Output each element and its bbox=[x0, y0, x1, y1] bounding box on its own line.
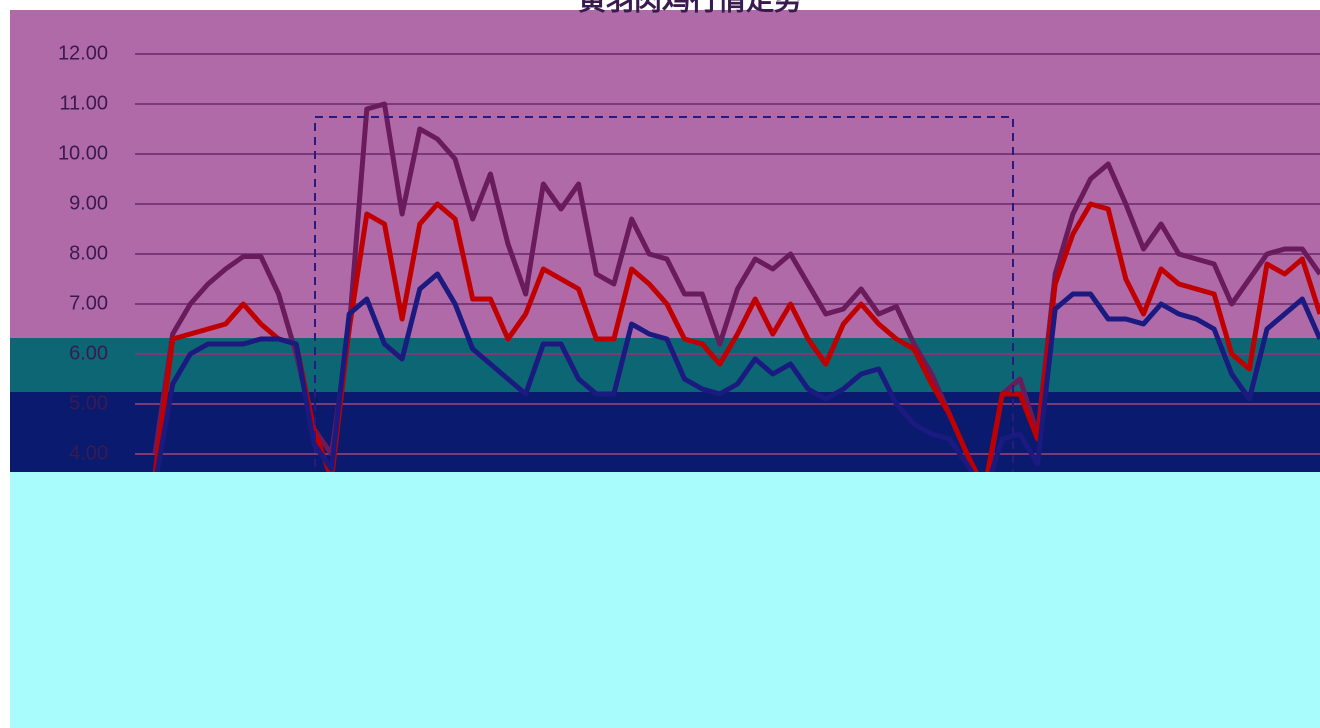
overlay bbox=[10, 472, 1320, 728]
y-tick-label: 11.00 bbox=[59, 92, 108, 114]
y-tick-label: 12.00 bbox=[58, 42, 108, 64]
y-tick-label: 5.00 bbox=[69, 392, 108, 414]
band bbox=[10, 338, 1320, 392]
chart-title: 黄羽肉鸡行情走势 bbox=[578, 0, 802, 15]
y-tick-label: 6.00 bbox=[69, 342, 108, 364]
y-tick-label: 4.00 bbox=[69, 442, 108, 464]
highlight-box bbox=[314, 116, 1014, 498]
y-tick-label: 8.00 bbox=[69, 242, 108, 264]
y-tick-label: 9.00 bbox=[69, 192, 108, 214]
y-tick-label: 7.00 bbox=[69, 292, 108, 314]
band bbox=[10, 392, 1320, 472]
y-tick-label: 10.00 bbox=[58, 142, 108, 164]
series-line bbox=[152, 271, 1320, 497]
